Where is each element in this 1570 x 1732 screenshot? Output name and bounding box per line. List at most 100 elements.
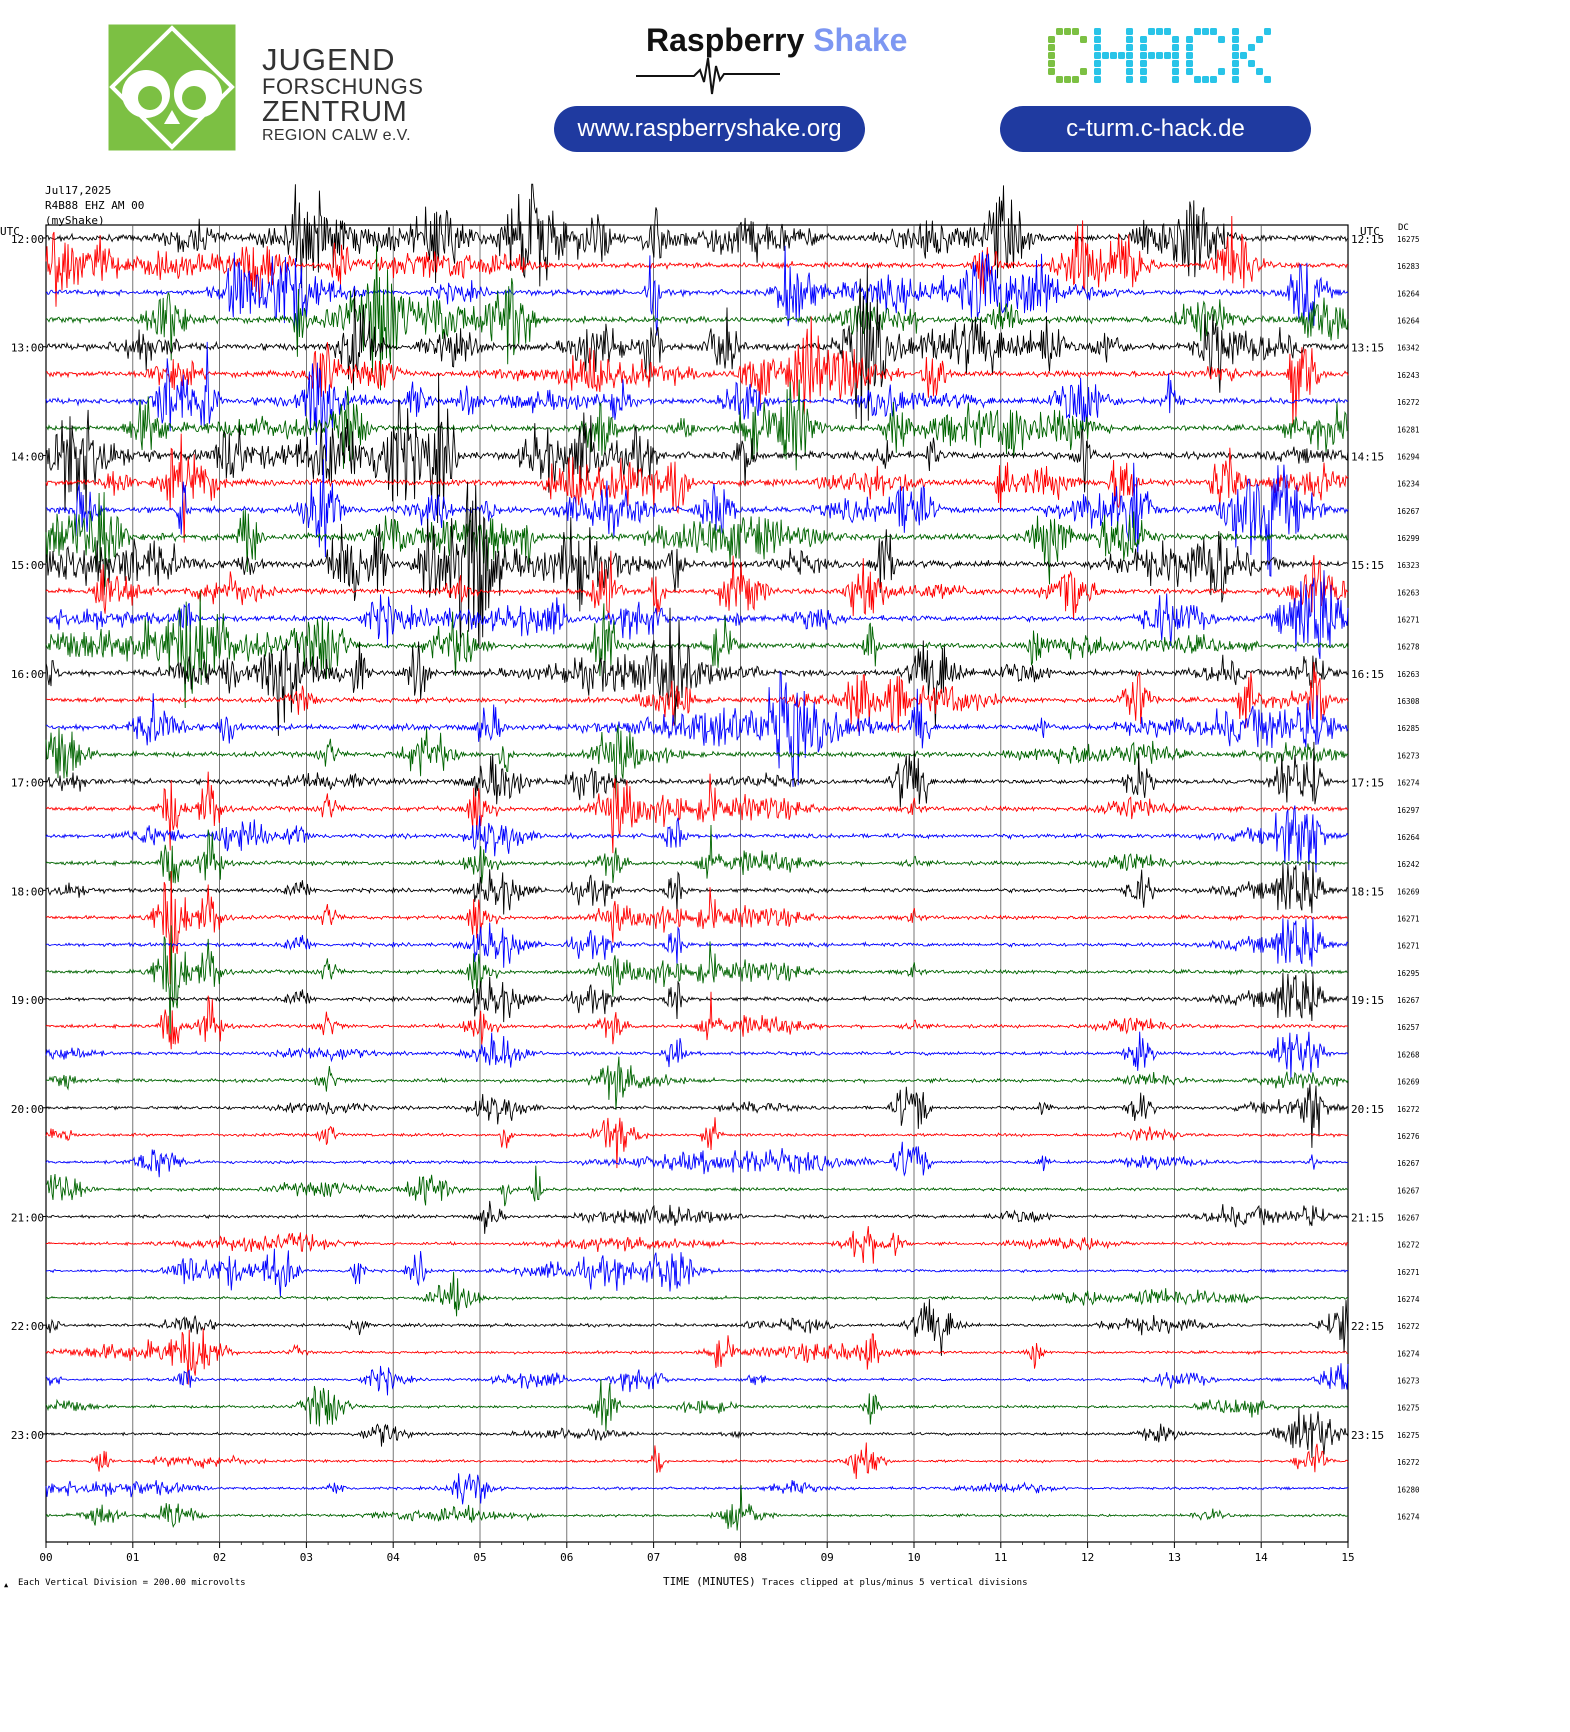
seismic-trace [45,1056,1349,1111]
seismic-trace [45,670,1349,787]
chack-dot [1210,28,1217,35]
seismic-trace [45,245,1349,337]
raspberryshake-url-button[interactable]: www.raspberryshake.org [554,106,865,152]
utc-left-label: UTC [0,225,20,238]
hour-label-left: 15:00 [11,559,44,572]
chack-dot [1126,60,1133,67]
dc-value: 16275 [1397,1404,1420,1413]
chack-dot [1210,76,1217,83]
jfz-owl-logo [108,24,236,151]
seismic-trace [45,991,1349,1050]
x-tick-label: 13 [1168,1551,1181,1564]
seismic-trace [45,1083,1349,1148]
chack-logo [1048,28,1271,83]
seismic-trace [45,379,1349,471]
chack-dot [1232,76,1239,83]
chack-dot [1048,36,1055,43]
vertical-division-note: Each Vertical Division = 200.00 microvol… [18,1578,246,1588]
chack-dot [1164,28,1171,35]
dc-label: DC [1398,223,1409,233]
chack-dot [1126,76,1133,83]
chack-dot [1164,52,1171,59]
dc-value: 16285 [1397,724,1420,733]
seismic-trace [45,264,1349,429]
hour-label-right: 14:15 [1351,450,1384,463]
dc-value: 16273 [1397,751,1420,760]
x-tick-label: 10 [907,1551,920,1564]
dc-value: 16267 [1397,996,1420,1005]
rs-word1: Raspberry [646,22,805,58]
chack-dot [1194,28,1201,35]
hour-label-right: 19:15 [1351,994,1384,1007]
chack-dot [1126,36,1133,43]
dc-value: 16295 [1397,969,1420,978]
chack-dot [1048,44,1055,51]
hour-label-right: 12:15 [1351,233,1384,246]
chack-dot [1232,44,1239,51]
chack-dot [1080,68,1087,75]
chack-dot [1264,76,1271,83]
seismic-trace [45,870,1349,985]
chack-dot [1186,36,1193,43]
seismic-trace [45,373,1349,524]
dc-value: 16272 [1397,1322,1420,1331]
rs-word2: Shake [813,22,908,58]
seismic-trace [45,1485,1349,1531]
dc-value: 16271 [1397,616,1420,625]
chack-dot [1094,28,1101,35]
seismic-trace [45,724,1349,800]
chack-dot [1232,28,1239,35]
seismic-trace [45,492,1349,587]
seismic-trace [45,1141,1349,1178]
chack-dot [1094,52,1101,59]
chack-dot [1194,76,1201,83]
dc-value: 16283 [1397,262,1420,271]
chack-dot [1202,76,1209,83]
chack-dot [1232,60,1239,67]
chack-dot [1118,52,1125,59]
x-tick-label: 08 [734,1551,747,1564]
chack-dot [1140,68,1147,75]
seismic-trace [45,824,1349,889]
seismic-trace [45,1442,1349,1480]
chack-dot [1102,52,1109,59]
chack-dot [1056,28,1063,35]
seismic-trace [45,1363,1349,1396]
seismic-trace [45,550,1349,621]
seismic-trace [45,971,1349,1023]
x-tick-label: 02 [213,1551,226,1564]
chack-dot [1256,68,1263,75]
chack-dot [1172,52,1179,59]
chack-url-button[interactable]: c-turm.c-hack.de [1000,106,1311,152]
chack-dot [1072,28,1079,35]
chack-dot [1232,68,1239,75]
data-source: (myShake) [45,214,105,227]
chack-dot [1094,68,1101,75]
dc-value: 16275 [1397,1431,1420,1440]
hour-label-left: 16:00 [11,668,44,681]
seismic-trace [46,459,1349,577]
x-tick-label: 03 [300,1551,313,1564]
chack-dot [1240,52,1247,59]
x-tick-label: 09 [821,1551,834,1564]
hour-label-left: 21:00 [11,1211,44,1224]
chack-dot [1186,60,1193,67]
chack-dot [1172,44,1179,51]
chack-dot [1264,28,1271,35]
hour-label-right: 17:15 [1351,777,1384,790]
seismic-trace [45,1031,1349,1078]
chack-dot [1218,36,1225,43]
x-tick-label: 15 [1341,1551,1354,1564]
hour-label-left: 14:00 [11,450,44,463]
chack-dot [1218,68,1225,75]
chack-dot [1148,52,1155,59]
dc-value: 16272 [1397,1105,1420,1114]
dc-value: 16297 [1397,806,1420,815]
chack-dot [1140,76,1147,83]
seismic-trace [45,917,1349,968]
hour-label-left: 12:00 [11,233,44,246]
dc-value: 16271 [1397,915,1420,924]
chack-dot [1248,60,1255,67]
dc-value: 16278 [1397,643,1420,652]
